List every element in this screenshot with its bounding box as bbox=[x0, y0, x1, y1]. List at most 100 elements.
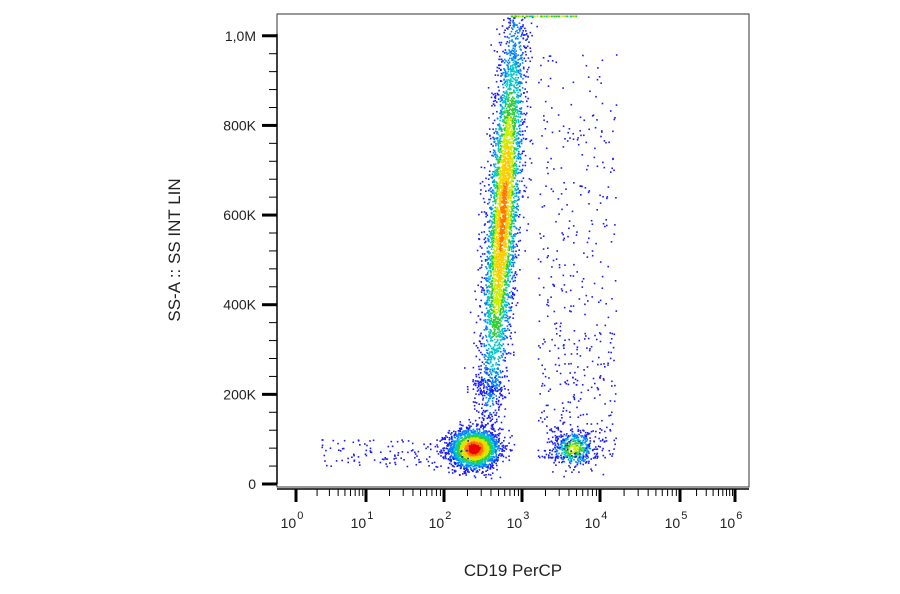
data-point bbox=[515, 193, 517, 195]
data-point bbox=[473, 475, 476, 477]
data-point bbox=[481, 472, 483, 474]
data-point bbox=[504, 81, 506, 83]
data-point bbox=[490, 438, 493, 440]
data-point bbox=[509, 449, 512, 451]
data-point bbox=[519, 110, 521, 113]
data-point bbox=[497, 233, 500, 236]
data-point bbox=[493, 275, 495, 277]
data-point bbox=[521, 130, 524, 133]
data-point bbox=[472, 462, 474, 465]
data-point bbox=[499, 229, 502, 232]
data-point bbox=[502, 337, 504, 339]
data-point bbox=[500, 181, 502, 183]
data-point bbox=[502, 197, 504, 200]
data-point bbox=[508, 246, 511, 249]
data-point bbox=[506, 292, 509, 295]
data-point bbox=[491, 442, 493, 444]
data-point bbox=[506, 261, 508, 263]
data-point bbox=[492, 145, 494, 147]
data-point bbox=[506, 205, 509, 208]
data-point bbox=[488, 323, 491, 325]
data-point bbox=[486, 367, 488, 369]
data-point bbox=[505, 271, 508, 273]
data-point bbox=[479, 442, 481, 444]
data-point bbox=[510, 337, 512, 340]
data-point bbox=[492, 347, 494, 350]
data-point bbox=[520, 35, 522, 38]
data-point bbox=[470, 439, 472, 441]
data-point bbox=[496, 372, 498, 374]
data-point bbox=[498, 167, 501, 170]
data-point bbox=[498, 223, 500, 225]
data-point bbox=[481, 392, 483, 395]
data-point bbox=[493, 181, 496, 183]
data-point bbox=[462, 438, 464, 440]
data-point bbox=[504, 445, 506, 447]
data-point bbox=[480, 461, 483, 464]
data-point bbox=[496, 331, 499, 333]
data-point bbox=[490, 460, 492, 462]
data-point bbox=[504, 242, 507, 244]
data-point bbox=[475, 402, 478, 404]
data-point bbox=[483, 329, 486, 331]
data-point bbox=[497, 434, 500, 437]
data-point bbox=[494, 260, 497, 262]
data-point bbox=[513, 104, 515, 107]
data-point bbox=[500, 280, 502, 283]
data-point bbox=[454, 463, 457, 465]
data-point bbox=[475, 436, 478, 438]
data-point bbox=[491, 439, 494, 442]
data-point bbox=[474, 401, 476, 403]
data-point bbox=[460, 437, 462, 439]
data-point bbox=[456, 445, 458, 448]
data-point bbox=[517, 192, 519, 194]
data-point bbox=[501, 389, 503, 391]
data-point bbox=[485, 277, 487, 279]
data-point bbox=[511, 104, 514, 106]
data-point bbox=[475, 449, 477, 452]
data-point bbox=[471, 449, 473, 451]
data-point bbox=[471, 452, 473, 454]
data-point bbox=[451, 438, 454, 440]
data-point bbox=[496, 190, 498, 192]
data-point bbox=[453, 450, 455, 452]
data-point bbox=[491, 173, 494, 175]
data-point bbox=[500, 371, 502, 374]
data-point bbox=[448, 453, 450, 455]
data-point bbox=[455, 441, 458, 443]
data-point bbox=[456, 451, 459, 454]
data-point bbox=[496, 70, 498, 72]
data-point bbox=[501, 239, 503, 242]
data-point bbox=[497, 145, 500, 147]
data-point bbox=[498, 197, 501, 200]
data-point bbox=[506, 83, 508, 85]
data-point bbox=[493, 461, 495, 464]
data-point bbox=[474, 438, 477, 440]
data-point bbox=[499, 443, 502, 445]
data-point bbox=[472, 465, 475, 468]
data-point bbox=[497, 358, 499, 361]
data-point bbox=[508, 231, 511, 234]
data-point bbox=[487, 310, 489, 313]
data-point bbox=[486, 361, 489, 363]
data-point bbox=[483, 363, 485, 365]
data-point bbox=[491, 176, 494, 178]
data-point bbox=[505, 243, 507, 245]
data-point bbox=[481, 407, 483, 409]
data-point bbox=[494, 444, 497, 446]
data-point bbox=[450, 455, 453, 458]
data-point bbox=[477, 464, 479, 467]
data-point bbox=[510, 265, 513, 267]
data-point bbox=[464, 452, 467, 454]
data-point bbox=[484, 237, 487, 239]
data-point bbox=[496, 348, 498, 350]
data-point bbox=[479, 459, 482, 462]
data-point bbox=[518, 46, 521, 48]
data-point bbox=[454, 458, 456, 460]
data-point bbox=[466, 469, 468, 471]
data-point bbox=[494, 460, 496, 462]
data-point bbox=[454, 433, 456, 436]
data-point bbox=[517, 168, 519, 170]
data-point bbox=[462, 439, 464, 442]
data-point bbox=[500, 272, 503, 275]
